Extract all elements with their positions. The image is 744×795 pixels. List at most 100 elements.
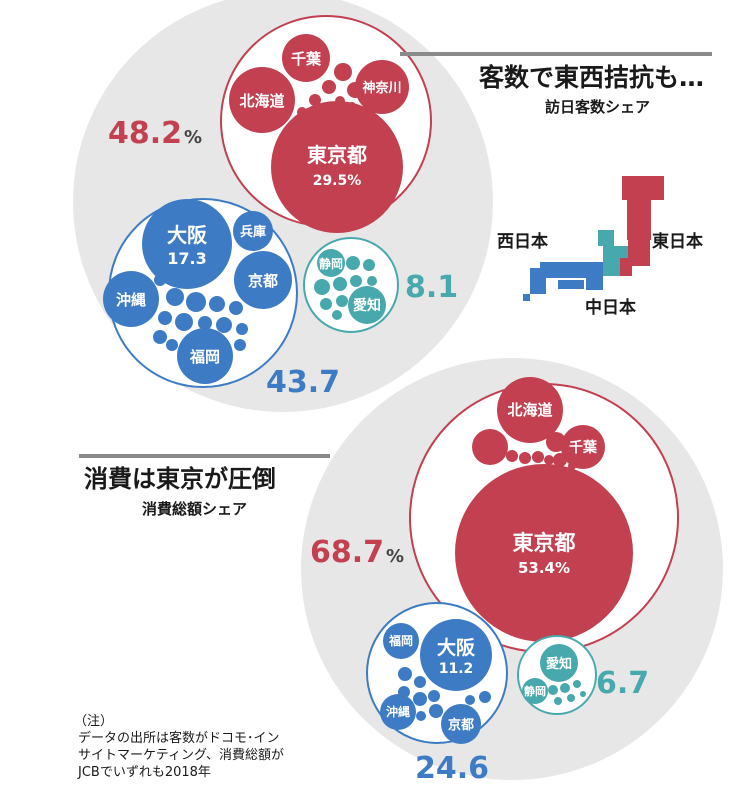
bottom-central-total: 6.7 bbox=[596, 666, 649, 701]
label-tokyo-value: 53.4% bbox=[518, 559, 570, 577]
bubble-small bbox=[362, 108, 370, 116]
label-kyoto: 京都 bbox=[248, 272, 278, 290]
bubble-small bbox=[346, 256, 360, 270]
bubble-kyoto bbox=[441, 704, 481, 744]
bubble-osaka bbox=[142, 199, 232, 289]
bottom-central-bubbles bbox=[522, 644, 586, 705]
label-hokkaido: 北海道 bbox=[239, 92, 284, 110]
bubble-small bbox=[322, 106, 330, 114]
label-fukuoka: 福岡 bbox=[388, 633, 413, 648]
bubble-tokyo bbox=[455, 464, 633, 642]
top-central-bubbles bbox=[314, 249, 386, 324]
top-east-bubbles bbox=[229, 34, 409, 233]
bubble-small bbox=[158, 311, 172, 325]
bubble-small bbox=[367, 276, 377, 286]
bubble-small bbox=[229, 301, 243, 315]
bubble-small bbox=[332, 310, 342, 320]
bubble-chiba bbox=[561, 425, 605, 469]
bubble-small bbox=[553, 453, 567, 467]
bubble-small bbox=[198, 316, 212, 330]
bubble-small bbox=[465, 695, 475, 705]
bubble-small bbox=[560, 683, 570, 693]
bubble-small bbox=[532, 451, 544, 463]
label-tokyo-value: 29.5% bbox=[313, 173, 362, 189]
bottom-bubble-chart: 東京都 53.4% 北海道 千葉 大阪 11.2 福岡 沖縄 京都 愛知 静岡 … bbox=[301, 358, 723, 786]
bubble-fukuoka bbox=[177, 328, 233, 384]
bubble-small bbox=[209, 296, 225, 312]
bottom-east-bubbles bbox=[455, 377, 633, 642]
japan-map: 西日本 東日本 中日本 bbox=[497, 176, 703, 318]
top-east-total: 48.2% bbox=[108, 116, 202, 151]
map-kii bbox=[586, 278, 603, 290]
map-tohoku bbox=[627, 200, 651, 240]
map-east-region bbox=[620, 176, 664, 276]
map-label-central: 中日本 bbox=[585, 297, 636, 318]
label-fukuoka: 福岡 bbox=[189, 348, 220, 366]
label-osaka: 大阪 bbox=[437, 636, 476, 659]
bubble-small bbox=[309, 94, 321, 106]
top-subtitle: 訪日客数シェア bbox=[545, 98, 650, 116]
map-central-region bbox=[598, 230, 628, 276]
map-chubu-east bbox=[620, 246, 628, 258]
label-chiba: 千葉 bbox=[291, 50, 322, 68]
bubble-small bbox=[363, 259, 375, 271]
footnote: （注） データの出所は客数がドコモ･イン サイトマーケティング、消費総額が JC… bbox=[74, 714, 284, 780]
bubble-small bbox=[413, 692, 427, 706]
label-osaka-value: 11.2 bbox=[439, 661, 474, 677]
bubble-kyoto bbox=[234, 251, 292, 309]
bubble-small bbox=[567, 694, 575, 702]
bubble-small-large bbox=[472, 429, 508, 465]
bubble-small bbox=[286, 131, 294, 139]
bubble-small bbox=[428, 690, 440, 702]
map-chubu bbox=[603, 246, 620, 276]
bubble-small bbox=[350, 275, 362, 287]
bubble-shizuoka bbox=[522, 678, 548, 704]
bubble-small bbox=[580, 691, 586, 697]
bubble-small bbox=[573, 680, 581, 688]
label-tokyo: 東京都 bbox=[513, 531, 576, 555]
bubble-small bbox=[544, 455, 554, 465]
bubble-aichi bbox=[540, 644, 578, 682]
bubble-small bbox=[519, 452, 531, 464]
map-hokkaido bbox=[622, 176, 664, 200]
bottom-west-total: 24.6 bbox=[415, 751, 489, 786]
bubble-aichi bbox=[348, 286, 386, 324]
bubble-small bbox=[554, 697, 562, 705]
bubble-small bbox=[166, 288, 184, 306]
label-okinawa: 沖縄 bbox=[386, 704, 410, 719]
bubble-small bbox=[429, 704, 443, 718]
label-hyogo: 兵庫 bbox=[240, 224, 266, 240]
footnote-line: サイトマーケティング、消費総額が bbox=[78, 748, 284, 763]
bubble-small bbox=[479, 691, 491, 703]
bubble-small bbox=[236, 323, 248, 335]
bubble-tokyo bbox=[271, 101, 403, 233]
label-hokkaido: 北海道 bbox=[507, 401, 552, 419]
bubble-small bbox=[154, 274, 166, 286]
map-kanto bbox=[628, 240, 650, 266]
bubble-chiba bbox=[282, 34, 330, 82]
bubble-small bbox=[398, 686, 410, 698]
bubble-small bbox=[568, 462, 576, 470]
map-kyushu bbox=[530, 268, 546, 294]
label-osaka-value: 17.3 bbox=[167, 249, 206, 268]
label-shizuoka: 静岡 bbox=[319, 256, 343, 271]
bubble-small bbox=[322, 80, 336, 94]
bubble-small bbox=[347, 82, 363, 98]
bubble-okinawa bbox=[103, 271, 159, 327]
map-kanto-south bbox=[620, 258, 632, 276]
footnote-line: データの出所は客数がドコモ･イン bbox=[78, 730, 280, 746]
label-tokyo: 東京都 bbox=[307, 143, 367, 167]
bottom-bubble-labels: 東京都 53.4% 北海道 千葉 大阪 11.2 福岡 沖縄 京都 愛知 静岡 bbox=[386, 401, 598, 733]
bubble-small bbox=[546, 432, 566, 452]
top-west-total: 43.7 bbox=[266, 365, 340, 400]
bubble-small bbox=[186, 292, 206, 312]
footnote-heading: （注） bbox=[74, 714, 113, 729]
bubble-small bbox=[398, 667, 412, 681]
footnote-line: JCBでいずれも2018年 bbox=[77, 765, 211, 780]
label-aichi: 愛知 bbox=[546, 656, 572, 672]
top-bubble-chart: 東京都 29.5% 北海道 千葉 神奈川 大阪 17.3 兵庫 京都 沖縄 福岡… bbox=[73, 0, 493, 412]
bubble-small bbox=[506, 450, 518, 462]
label-osaka: 大阪 bbox=[167, 223, 208, 247]
